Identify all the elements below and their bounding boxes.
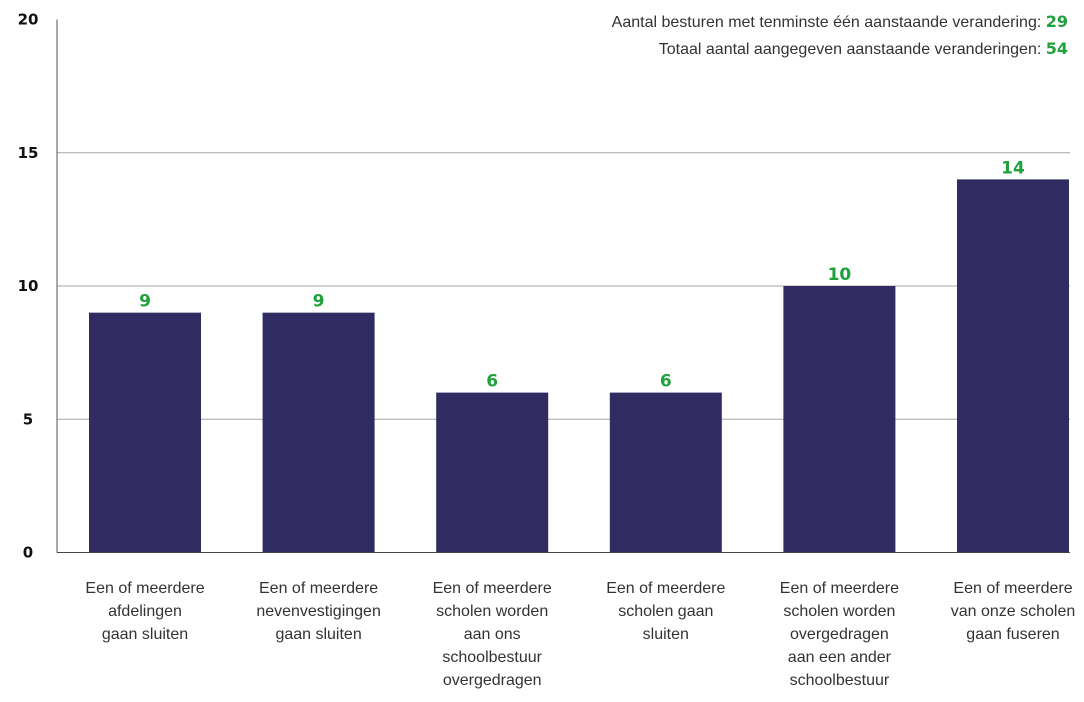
bar — [783, 286, 896, 553]
bar-value-label: 14 — [1001, 158, 1025, 178]
note-label: Totaal aantal aangegeven aanstaande vera… — [658, 41, 1046, 58]
category-label: Een of meerdere van onze scholen gaan fuse… — [951, 580, 1076, 643]
category-label: Een of meerdere scholen worden overgedrage… — [780, 580, 899, 689]
category-label: Een of meerdere afdelingen gaan sluiten — [85, 580, 204, 643]
category-label: Een of meerdere nevenvestigingen gaan slui… — [256, 580, 381, 643]
note-value: 54 — [1045, 39, 1068, 58]
y-tick-label: 15 — [18, 144, 39, 162]
y-tick-label: 10 — [18, 277, 39, 295]
category-label: Een of meerdere scholen gaan sluiten — [606, 580, 725, 643]
y-tick-label: 20 — [18, 11, 39, 29]
note-value: 29 — [1045, 12, 1068, 31]
bar — [957, 179, 1069, 553]
bar-value-label: 6 — [660, 372, 672, 392]
y-tick-label: 0 — [23, 544, 33, 562]
bar — [609, 392, 722, 553]
bar — [262, 312, 375, 553]
y-tick-label: 5 — [23, 410, 33, 428]
note-boards-with-change: Aantal besturen met tenminste één aansta… — [612, 9, 1068, 36]
bar-value-label: 6 — [486, 372, 498, 392]
bar — [436, 392, 549, 553]
note-label: Aantal besturen met tenminste één aansta… — [611, 14, 1046, 31]
bar-value-label: 9 — [313, 292, 325, 312]
category-label: Een of meerdere scholen worden aan ons scho… — [433, 580, 552, 689]
bar-value-label: 9 — [139, 292, 151, 312]
bar-value-label: 10 — [828, 265, 852, 285]
bar — [89, 312, 201, 553]
summary-notes: Aantal besturen met tenminste één aansta… — [612, 9, 1068, 63]
note-total-changes: Totaal aantal aangegeven aanstaande vera… — [612, 36, 1068, 63]
